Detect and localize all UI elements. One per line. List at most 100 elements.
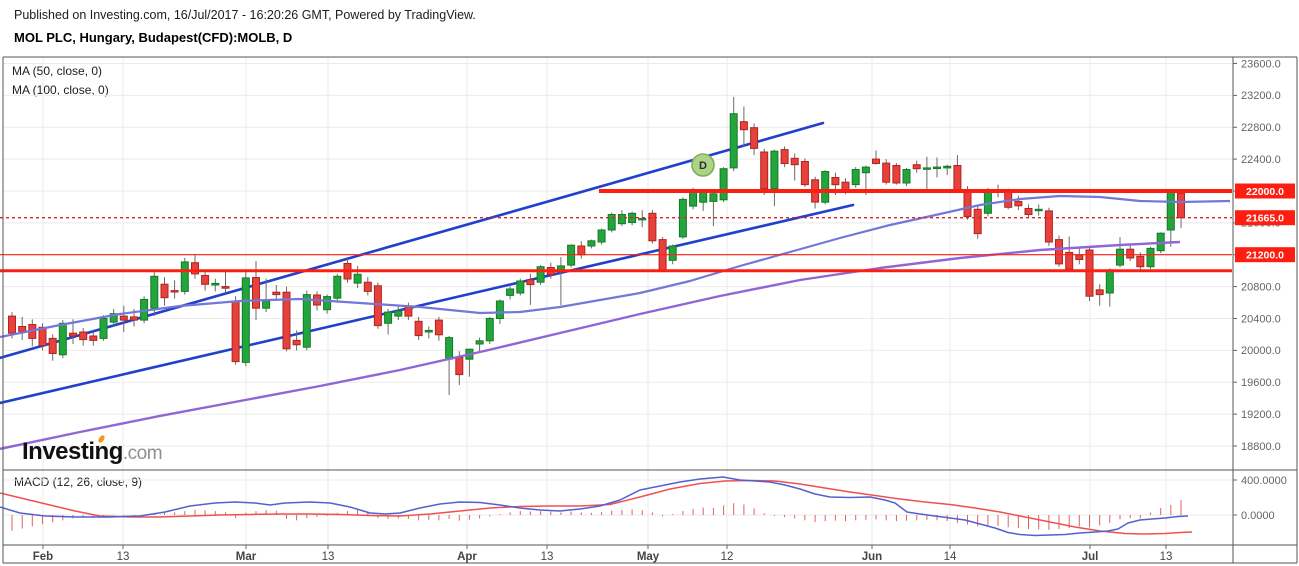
candle-body[interactable] (1116, 248, 1124, 266)
macd-legend[interactable]: MACD (12, 26, close, 9) (14, 475, 143, 489)
candle-body[interactable] (272, 291, 281, 296)
candle-body[interactable] (1034, 208, 1043, 212)
candle-body[interactable] (48, 337, 57, 354)
candle-body[interactable] (1146, 247, 1155, 268)
candle-body[interactable] (922, 167, 931, 170)
candle-body[interactable] (373, 285, 382, 327)
price-badge-21200.0[interactable]: 21200.0 (1235, 247, 1295, 263)
candle-body[interactable] (170, 290, 179, 293)
candle-body[interactable] (729, 113, 738, 169)
candle-body[interactable] (536, 266, 545, 283)
price-badge-21665.0[interactable]: 21665.0 (1235, 210, 1295, 226)
candle-body[interactable] (1136, 255, 1145, 268)
candle-body[interactable] (973, 208, 982, 235)
candle-body[interactable] (587, 240, 596, 247)
candle-body[interactable] (434, 319, 443, 336)
candle-body[interactable] (252, 277, 260, 309)
candle-body[interactable] (282, 291, 291, 350)
candle-body[interactable] (750, 127, 759, 149)
candle-body[interactable] (800, 161, 809, 186)
candle-body[interactable] (323, 296, 332, 311)
candle-body[interactable] (943, 165, 952, 169)
candle-body[interactable] (953, 165, 962, 191)
candle-body[interactable] (963, 189, 972, 217)
candle-body[interactable] (201, 275, 210, 285)
x-tick-label[interactable]: 13 (322, 551, 335, 563)
candle-body[interactable] (495, 300, 504, 319)
macd-signal-line[interactable] (0, 479, 1193, 535)
candle-body[interactable] (58, 322, 67, 356)
candle-body[interactable] (130, 316, 138, 321)
ma50-line[interactable] (0, 194, 1231, 339)
candle-body[interactable] (892, 165, 901, 184)
candle-body[interactable] (821, 171, 830, 203)
candle-body[interactable] (1126, 248, 1135, 259)
candle-body[interactable] (617, 214, 626, 225)
candle-body[interactable] (485, 318, 494, 342)
d-marker[interactable]: D (691, 153, 715, 177)
candle-body[interactable] (1024, 208, 1033, 215)
candle-body[interactable] (333, 275, 342, 299)
candle-body[interactable] (1095, 289, 1104, 296)
candle-body[interactable] (99, 318, 108, 339)
candle-body[interactable] (851, 169, 860, 186)
candle-body[interactable] (607, 214, 616, 231)
candle-body[interactable] (709, 193, 718, 202)
candle-body[interactable] (638, 218, 647, 221)
candle-body[interactable] (597, 229, 606, 243)
x-tick-label[interactable]: Feb (33, 551, 53, 563)
candle-body[interactable] (221, 286, 230, 289)
candle-body[interactable] (191, 262, 199, 275)
trendline[interactable] (0, 203, 855, 405)
candle-body[interactable] (1105, 269, 1114, 294)
candle-body[interactable] (770, 150, 779, 190)
candle-body[interactable] (648, 212, 657, 242)
candle-body[interactable] (1177, 192, 1185, 219)
x-tick-label[interactable]: 13 (1160, 551, 1173, 563)
candle-body[interactable] (872, 158, 880, 165)
x-tick-label[interactable]: 13 (117, 551, 130, 563)
x-tick-label[interactable]: 14 (944, 551, 957, 563)
candle-body[interactable] (780, 149, 789, 165)
candle-body[interactable] (790, 157, 799, 166)
candle-body[interactable] (455, 357, 464, 376)
candle-body[interactable] (882, 162, 891, 183)
candle-body[interactable] (394, 310, 403, 317)
candle-body[interactable] (699, 191, 708, 203)
candle-body[interactable] (414, 320, 423, 337)
candle-body[interactable] (404, 306, 413, 317)
candle-body[interactable] (760, 151, 769, 190)
candle-body[interactable] (577, 245, 586, 256)
candle-body[interactable] (1085, 249, 1094, 297)
x-tick-label[interactable]: Apr (457, 551, 477, 563)
candle-body[interactable] (1014, 200, 1023, 207)
candle-body[interactable] (1075, 254, 1084, 260)
candle-body[interactable] (18, 326, 27, 332)
candle-body[interactable] (526, 279, 535, 286)
candle-body[interactable] (719, 168, 728, 201)
candle-body[interactable] (384, 311, 393, 324)
candle-body[interactable] (241, 277, 250, 363)
candle-body[interactable] (79, 331, 88, 341)
macd-line[interactable] (0, 476, 1189, 537)
candle-body[interactable] (1065, 251, 1074, 270)
candle-body[interactable] (89, 335, 98, 341)
x-tick-label[interactable]: 12 (721, 551, 734, 563)
candle-body[interactable] (211, 282, 220, 286)
candle-body[interactable] (1166, 191, 1175, 231)
candle-body[interactable] (668, 245, 677, 261)
candle-body[interactable] (424, 329, 433, 333)
candle-body[interactable] (1055, 239, 1063, 265)
x-tick-label[interactable]: May (637, 551, 660, 563)
candle-body[interactable] (912, 164, 921, 170)
x-tick-label[interactable]: Jul (1082, 551, 1099, 563)
candle-body[interactable] (353, 273, 362, 284)
candle-body[interactable] (445, 337, 454, 360)
x-tick-label[interactable]: Mar (236, 551, 257, 563)
ma50-legend[interactable]: MA (50, close, 0) (12, 64, 103, 78)
candle-body[interactable] (933, 166, 941, 170)
candle-body[interactable] (861, 166, 870, 174)
candle-body[interactable] (160, 283, 169, 299)
ma100-legend[interactable]: MA (100, close, 0) (12, 83, 109, 97)
